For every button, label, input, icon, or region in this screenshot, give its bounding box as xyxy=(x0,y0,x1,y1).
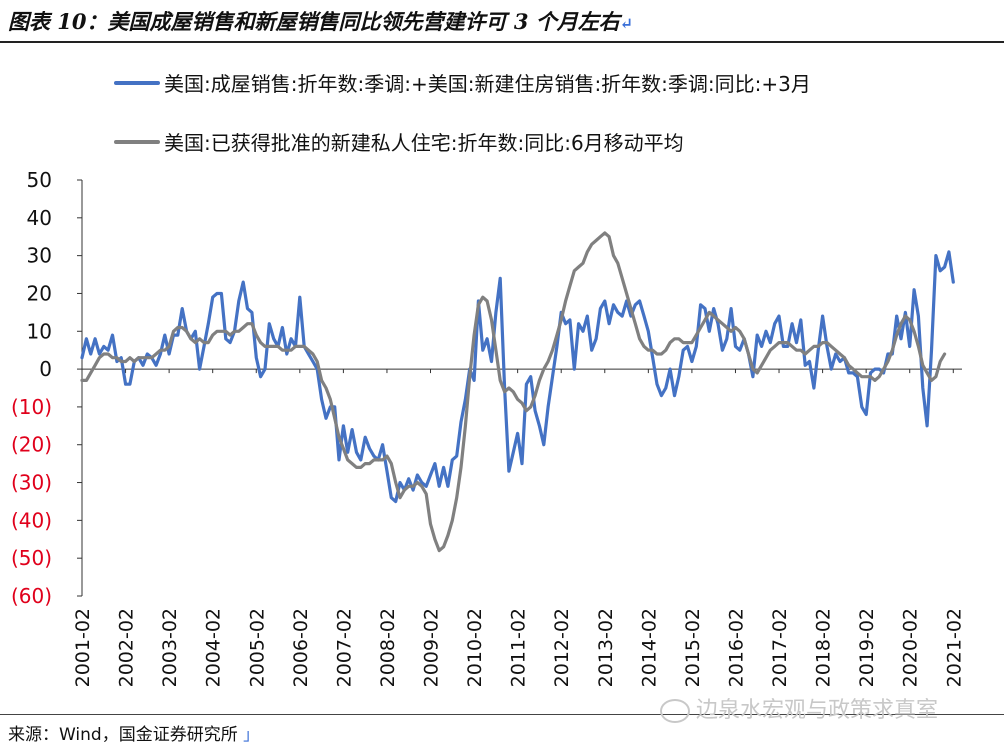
x-tick-label: 2012-02 xyxy=(551,608,573,687)
y-tick-label: (20) xyxy=(11,433,52,457)
legend-swatch-2 xyxy=(114,139,160,144)
x-tick-label: 2021-02 xyxy=(943,608,965,687)
series-line-2 xyxy=(80,231,947,553)
x-tick-label: 2001-02 xyxy=(72,608,94,687)
source-mark: 」 xyxy=(243,725,260,744)
source-rule xyxy=(0,714,1004,715)
y-tick-label: (40) xyxy=(11,508,52,532)
y-tick-label: (30) xyxy=(11,471,52,495)
x-tick-label: 2019-02 xyxy=(856,608,878,687)
x-tick-label: 2016-02 xyxy=(725,608,747,687)
series-lines xyxy=(80,231,955,553)
legend-item-1: 美国:成屋销售:折年数:季调:+美国:新建住房销售:折年数:季调:同比:+3月 xyxy=(114,68,811,97)
x-tick-label: 2003-02 xyxy=(159,608,181,687)
y-tick-label: 0 xyxy=(39,357,52,381)
y-tick-label: (50) xyxy=(11,546,52,570)
y-tick-label: 50 xyxy=(27,168,52,192)
x-tick-label: 2006-02 xyxy=(290,608,312,687)
figure-title: 图表 10：美国成屋销售和新屋销售同比领先营建许可 3 个月左右↵ xyxy=(8,6,633,36)
watermark-text: 边泉水宏观与政策求真室 xyxy=(696,698,939,723)
y-tick-label: 30 xyxy=(27,244,52,268)
y-tick-label: 40 xyxy=(27,206,52,230)
x-tick-label: 2002-02 xyxy=(116,608,138,687)
legend-swatch-1 xyxy=(114,80,160,85)
title-rule xyxy=(0,41,1004,43)
x-tick-label: 2018-02 xyxy=(813,608,835,687)
figure-title-text: 图表 10：美国成屋销售和新屋销售同比领先营建许可 3 个月左右 xyxy=(8,9,620,34)
x-tick-label: 2007-02 xyxy=(333,608,355,687)
source-note: 来源：Wind，国金证券研究所 」 xyxy=(8,720,259,745)
wechat-icon xyxy=(660,699,690,723)
y-tick-label: 10 xyxy=(27,319,52,343)
x-tick-label: 2013-02 xyxy=(595,608,617,687)
x-axis: 2001-02 2002-02 2003-02 2004-02 2005-02 2006-… xyxy=(72,368,965,687)
y-axis: 50 40 30 20 10 0 (10) (20) (30) (40) (50) (60) xyxy=(11,168,83,608)
legend-label-2: 美国:已获得批准的新建私人住宅:折年数:同比:6月移动平均 xyxy=(164,131,684,155)
x-tick-label: 2009-02 xyxy=(421,608,443,687)
line-chart: 50 40 30 20 10 0 (10) (20) (30) (40) (50) (60) 2001… xyxy=(11,168,965,687)
y-tick-label: 20 xyxy=(27,281,52,305)
return-mark: ↵ xyxy=(619,14,634,33)
x-tick-label: 2014-02 xyxy=(638,608,660,687)
watermark: 边泉水宏观与政策求真室 xyxy=(660,692,938,724)
x-tick-label: 2011-02 xyxy=(508,608,530,687)
y-tick-label: (60) xyxy=(11,584,52,608)
x-tick-label: 2010-02 xyxy=(464,608,486,687)
x-tick-label: 2005-02 xyxy=(246,608,268,687)
x-tick-label: 2008-02 xyxy=(377,608,399,687)
x-tick-label: 2004-02 xyxy=(203,608,225,687)
x-tick-label: 2020-02 xyxy=(900,608,922,687)
source-text: 来源：Wind，国金证券研究所 xyxy=(8,725,238,745)
x-tick-label: 2017-02 xyxy=(769,608,791,687)
legend-label-1: 美国:成屋销售:折年数:季调:+美国:新建住房销售:折年数:季调:同比:+3月 xyxy=(164,72,811,96)
series-line-1 xyxy=(80,250,955,504)
x-tick-label: 2015-02 xyxy=(682,608,704,687)
legend-item-2: 美国:已获得批准的新建私人住宅:折年数:同比:6月移动平均 xyxy=(114,127,684,156)
y-tick-label: (10) xyxy=(11,395,52,419)
